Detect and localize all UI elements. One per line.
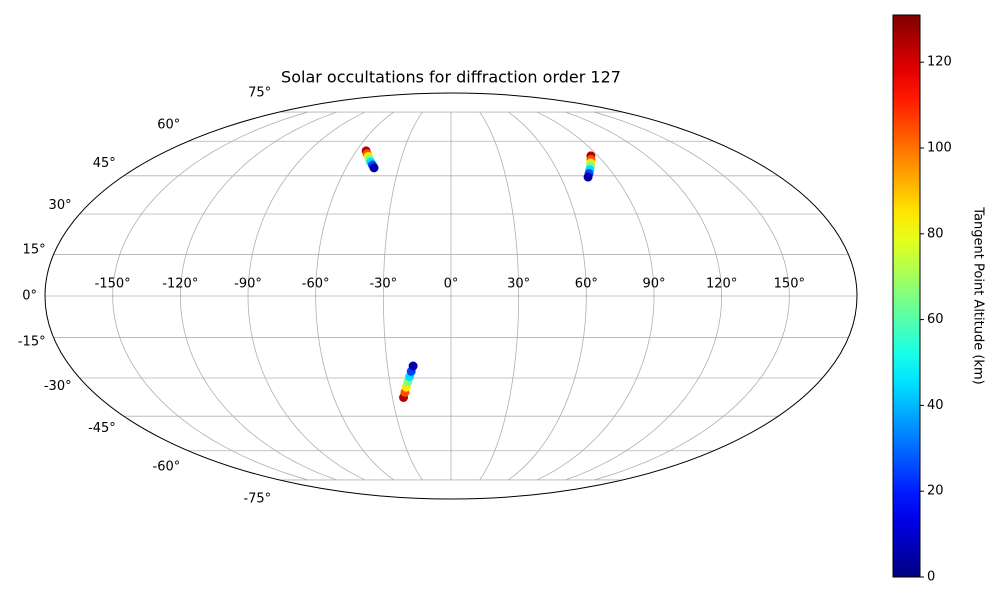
colorbar-tick-label: 20 bbox=[927, 484, 944, 499]
y-tick-label: -45° bbox=[88, 421, 116, 436]
x-tick-label: 60° bbox=[575, 277, 598, 292]
colorbar-tick-label: 100 bbox=[927, 140, 952, 155]
x-tick-label: -90° bbox=[234, 277, 262, 292]
grid-line bbox=[315, 111, 394, 481]
x-tick-label: 0° bbox=[444, 277, 459, 292]
grid-line bbox=[179, 111, 337, 481]
point bbox=[408, 361, 418, 371]
x-tick-label: 90° bbox=[642, 277, 665, 292]
colorbar-tick-label: 60 bbox=[927, 312, 944, 327]
grid-line bbox=[247, 111, 366, 481]
point bbox=[369, 163, 379, 173]
y-tick-label: 15° bbox=[23, 243, 46, 258]
colorbar-tick-label: 40 bbox=[927, 398, 944, 413]
x-tick-label: 150° bbox=[774, 277, 805, 292]
x-tick-label: -60° bbox=[302, 277, 330, 292]
colorbar-label: Tangent Point Altitude (km) bbox=[971, 206, 986, 384]
grid-line bbox=[508, 111, 587, 481]
y-tick-label: 30° bbox=[49, 198, 72, 213]
y-tick-label: -60° bbox=[153, 459, 181, 474]
grid-line bbox=[112, 111, 308, 481]
x-tick-label: 120° bbox=[706, 277, 737, 292]
map-boundary bbox=[44, 92, 858, 500]
y-tick-label: -75° bbox=[243, 491, 271, 506]
y-tick-label: 0° bbox=[22, 289, 37, 304]
colorbar-tick-label: 120 bbox=[927, 55, 952, 70]
y-tick-label: -30° bbox=[44, 379, 72, 394]
colorbar-tick-label: 80 bbox=[927, 226, 944, 241]
grid bbox=[45, 111, 857, 481]
colorbar-tick-label: 0 bbox=[927, 570, 935, 585]
chart-title: Solar occultations for diffraction order… bbox=[281, 68, 621, 87]
point bbox=[583, 172, 593, 182]
y-tick-label: 60° bbox=[157, 118, 180, 133]
grid-line bbox=[565, 111, 723, 481]
grid-line bbox=[536, 111, 655, 481]
x-tick-label: -30° bbox=[369, 277, 397, 292]
grid-line bbox=[382, 111, 423, 481]
grid-line bbox=[594, 111, 790, 481]
x-tick-label: -120° bbox=[162, 277, 198, 292]
colorbar bbox=[892, 14, 921, 578]
y-tick-label: 45° bbox=[93, 156, 116, 171]
x-tick-label: -150° bbox=[95, 277, 131, 292]
y-tick-label: 75° bbox=[248, 86, 271, 101]
grid-line bbox=[479, 111, 520, 481]
x-tick-label: 30° bbox=[507, 277, 530, 292]
y-tick-label: -15° bbox=[18, 334, 46, 349]
